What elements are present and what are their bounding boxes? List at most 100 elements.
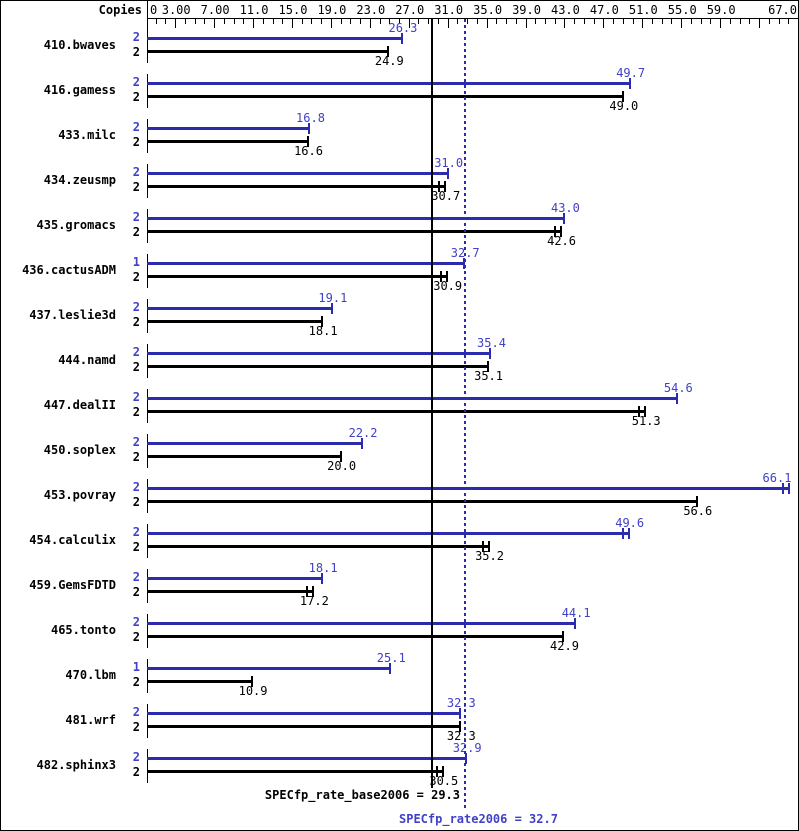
axis-tick [739, 19, 741, 24]
base-value-label: 49.0 [609, 99, 639, 113]
axis-tick [457, 19, 459, 24]
base-value-label: 30.9 [433, 279, 463, 293]
peak-bar [147, 487, 791, 490]
row-axis-segment [147, 389, 148, 423]
base-copies: 2 [132, 225, 140, 239]
axis-tick [778, 19, 780, 24]
peak-copies: 1 [132, 255, 140, 269]
peak-bar-end-tick [489, 348, 492, 359]
axis-tick [749, 19, 751, 24]
axis-tick [593, 19, 595, 24]
axis-tick [204, 19, 206, 24]
base-bar-spread-tick [435, 766, 438, 777]
base-copies: 2 [132, 135, 140, 149]
axis-tick [369, 19, 371, 28]
peak-bar-end-tick [574, 618, 577, 629]
base-bar-end-tick [695, 496, 698, 507]
peak-value-label: 31.0 [434, 156, 464, 170]
peak-bar [147, 397, 679, 400]
base-value-label: 42.9 [550, 639, 579, 653]
axis-tick-label: 35.0 [473, 3, 503, 17]
row-axis-segment [147, 614, 148, 648]
axis-tick [652, 19, 654, 24]
base-bar-end-tick [487, 541, 490, 552]
peak-bar [147, 667, 392, 670]
axis-tick [535, 19, 537, 24]
base-bar [147, 455, 342, 458]
axis-tick [574, 19, 576, 24]
peak-value-label: 32.3 [446, 696, 476, 710]
peak-bar-end-tick [389, 663, 392, 674]
peak-bar-spread-tick [621, 528, 624, 539]
base-value-label: 30.5 [429, 774, 459, 788]
base-copies: 2 [132, 45, 140, 59]
axis-tick-label: 59.0 [706, 3, 736, 17]
peak-value-label: 25.1 [376, 651, 406, 665]
peak-bar [147, 352, 492, 355]
axis-tick [321, 19, 323, 24]
axis-tick-label: 51.0 [628, 3, 658, 17]
row-axis-segment [147, 749, 148, 783]
row-axis-segment [147, 704, 148, 738]
axis-tick [642, 19, 644, 28]
axis-tick [476, 19, 478, 24]
peak-bar [147, 307, 333, 310]
peak-value-label: 19.1 [318, 291, 348, 305]
base-bar-spread-tick [553, 226, 556, 237]
peak-value-label: 54.6 [663, 381, 693, 395]
peak-bar [147, 172, 449, 175]
base-rate-summary: SPECfp_rate_base2006 = 29.3 [264, 788, 460, 802]
axis-tick [690, 19, 692, 24]
axis-tick-label: 27.0 [395, 3, 425, 17]
row-axis-segment [147, 209, 148, 243]
base-bar [147, 320, 324, 323]
benchmark-label: 482.sphinx3 [36, 758, 116, 772]
peak-bar [147, 37, 403, 40]
row-axis-segment [147, 164, 148, 198]
peak-copies: 2 [132, 30, 140, 44]
base-bar-end-tick [441, 766, 444, 777]
base-copies: 2 [132, 765, 140, 779]
axis-tick [243, 19, 245, 24]
benchmark-label: 470.lbm [65, 668, 116, 682]
peak-bar-end-tick [361, 438, 364, 449]
axis-tick [399, 19, 400, 24]
peak-bar [147, 532, 630, 535]
peak-bar [147, 712, 462, 715]
base-bar-end-tick [251, 676, 254, 687]
row-axis-segment [147, 659, 148, 693]
plot-area: 0 3.00 7.00 11.0 15.0 19.0 23.0 27.0 31.0 35.0 39.… [147, 1, 798, 810]
axis-tick [428, 19, 430, 24]
base-bar-end-tick [321, 316, 324, 327]
peak-bar-spread-tick [782, 483, 785, 494]
peak-bar-end-tick [459, 708, 462, 719]
peak-copies: 2 [132, 300, 140, 314]
axis-tick [700, 19, 702, 24]
peak-bar-end-tick [400, 33, 403, 44]
benchmark-label: 436.cactusADM [22, 263, 116, 277]
base-copies: 2 [132, 270, 140, 284]
peak-copies: 2 [132, 75, 140, 89]
base-copies: 2 [132, 450, 140, 464]
axis-tick [729, 19, 731, 24]
base-bar-end-tick [621, 91, 624, 102]
axis-tick [175, 19, 177, 28]
benchmark-label: 465.tonto [50, 623, 116, 637]
base-value-label: 51.3 [631, 414, 661, 428]
axis-tick [291, 19, 293, 28]
row-axis-segment [147, 479, 148, 513]
peak-rate-summary: SPECfp_rate2006 = 32.7 [399, 812, 558, 826]
benchmark-label: 444.namd [58, 353, 116, 367]
peak-bar-end-tick [563, 213, 566, 224]
axis-tick [214, 19, 216, 28]
base-bar-end-tick [562, 631, 565, 642]
base-value-label: 18.1 [308, 324, 338, 338]
axis-tick [360, 19, 362, 24]
peak-copies: 2 [132, 435, 140, 449]
base-value-label: 32.3 [446, 729, 476, 743]
peak-bar [147, 757, 468, 760]
axis-tick [506, 19, 508, 24]
axis-tick [622, 19, 624, 24]
axis-tick [330, 19, 332, 28]
base-bar [147, 590, 315, 593]
